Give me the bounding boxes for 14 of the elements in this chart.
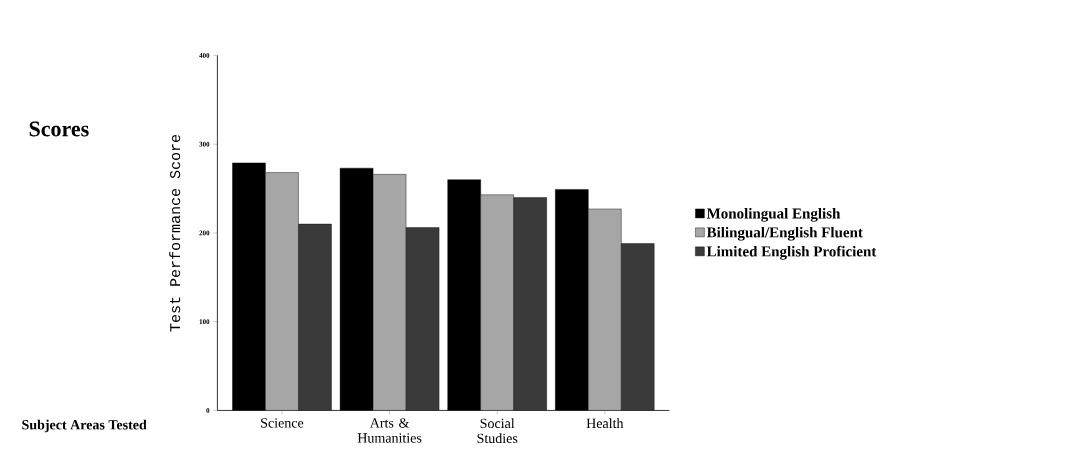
y-axis-title: Test Performance Score: [169, 134, 181, 332]
legend-label: Bilingual/English Fluent: [706, 226, 863, 241]
x-tick-label: Science: [261, 418, 304, 428]
x-tick-label: Health: [586, 418, 624, 429]
x-tick-label: Arts & Humanities: [357, 418, 422, 443]
x-tick-label: Social Studies: [477, 418, 518, 444]
legend-label: Monolingual English: [706, 208, 841, 222]
bar: [513, 197, 547, 411]
x-axis-title: Subject Areas Tested: [22, 419, 147, 433]
bar: [405, 227, 440, 411]
bar: [621, 243, 655, 411]
bar: [298, 223, 332, 411]
text: Scores: [29, 121, 89, 137]
legend-label: Limited English Proficient: [706, 245, 877, 260]
